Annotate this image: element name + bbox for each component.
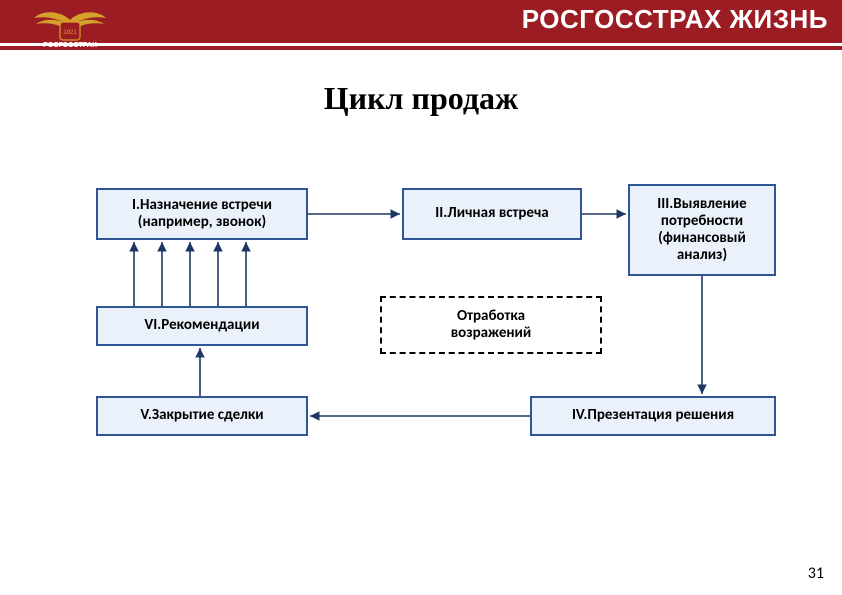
flowchart-node-n5: V.Закрытие сделки bbox=[96, 396, 308, 436]
flowchart-node-n2: II.Личная встреча bbox=[402, 188, 582, 240]
diagram-canvas: I.Назначение встречи(например, звонок) II… bbox=[0, 0, 842, 595]
flowchart-node-n4: IV.Презентация решения bbox=[530, 396, 776, 436]
flowchart-node-n1: I.Назначение встречи(например, звонок) bbox=[96, 188, 308, 240]
slide-number: 31 bbox=[808, 564, 824, 583]
flowchart-node-n3: III.Выявлениепотребности(финансовыйанали… bbox=[628, 184, 776, 276]
flowchart-node-n6: VI.Рекомендации bbox=[96, 306, 308, 346]
flowchart-node-nObj: Отработкавозражений bbox=[380, 296, 602, 354]
